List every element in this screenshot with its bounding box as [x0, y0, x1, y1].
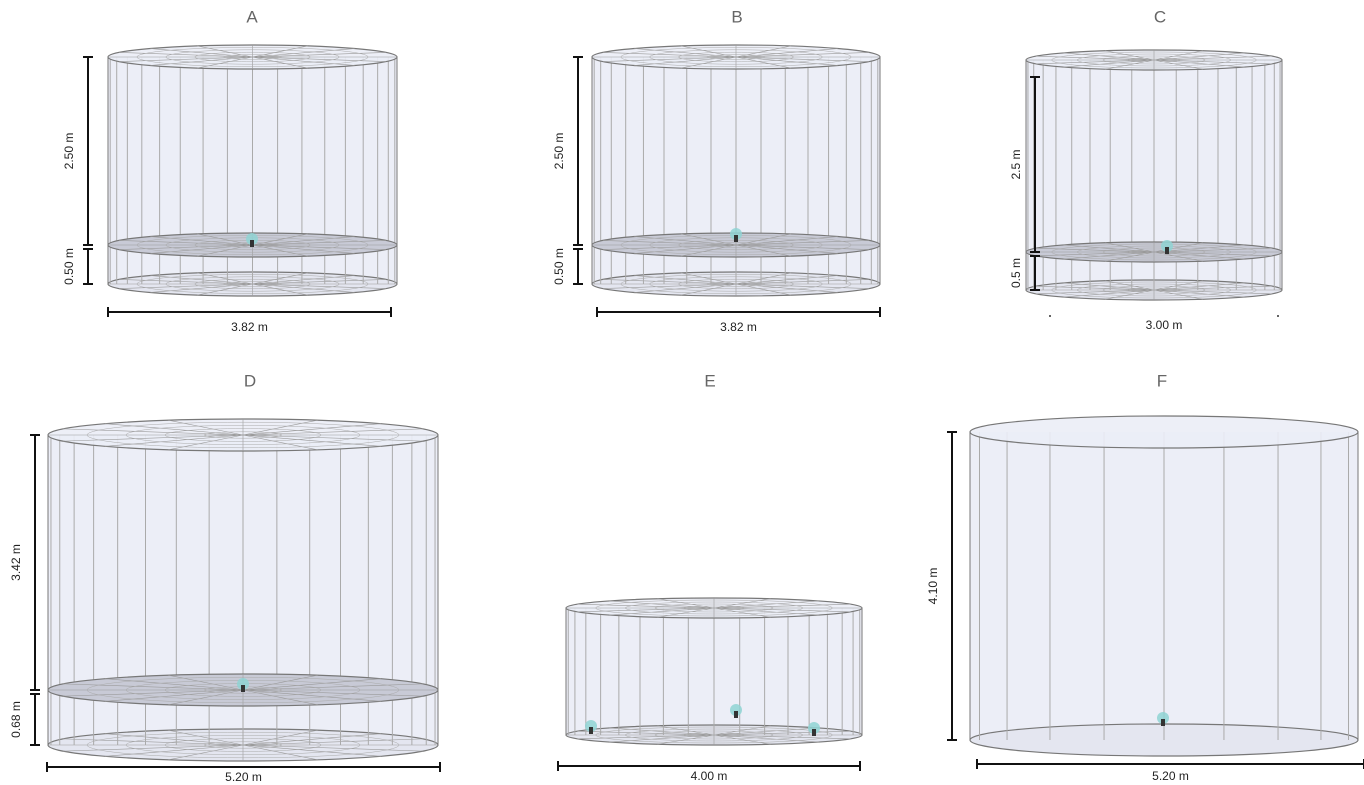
panel-label: C	[1154, 7, 1166, 26]
height-label: 0.5 m	[1009, 258, 1023, 288]
panel-label: D	[244, 371, 256, 390]
sensor-body	[250, 240, 254, 247]
sensor-body	[1165, 247, 1169, 254]
height-label: 0.68 m	[9, 701, 23, 738]
sensor-body	[1161, 719, 1165, 726]
height-label: 2.5 m	[1009, 149, 1023, 179]
width-label: 5.20 m	[225, 770, 262, 784]
height-label: 3.42 m	[9, 544, 23, 581]
height-label: 4.10 m	[926, 568, 940, 605]
figure: A 2.50 m 0.50 m 3.82 m B 2.50 m 0.50 m 3.82 m C 2…	[0, 0, 1364, 785]
sensor-body	[241, 685, 245, 692]
cylinder-disk	[970, 416, 1358, 448]
height-label: 0.50 m	[552, 248, 566, 285]
dimension-dot	[1049, 315, 1051, 317]
panel-label: F	[1157, 371, 1167, 390]
width-label: 3.82 m	[231, 320, 268, 334]
height-label: 2.50 m	[62, 133, 76, 170]
panel-label: E	[704, 371, 715, 390]
sensor-body	[734, 235, 738, 242]
sensor-body	[812, 729, 816, 736]
width-label: 3.82 m	[720, 320, 757, 334]
height-label: 2.50 m	[552, 133, 566, 170]
width-label: 5.20 m	[1152, 769, 1189, 783]
sensor-body	[734, 711, 738, 718]
sensor-body	[589, 727, 593, 734]
dimension-dot	[1277, 315, 1279, 317]
height-label: 0.50 m	[62, 248, 76, 285]
width-label: 4.00 m	[691, 769, 728, 783]
panel-label: A	[246, 7, 258, 26]
panel-label: B	[731, 7, 742, 26]
width-label: 3.00 m	[1146, 318, 1183, 332]
